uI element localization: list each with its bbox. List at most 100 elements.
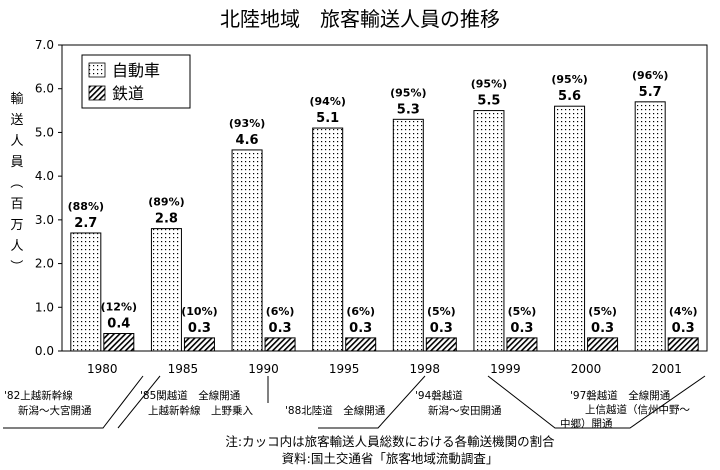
annotation-1-line-1: '82上越新幹線 xyxy=(4,389,73,402)
value-label: 0.3 xyxy=(269,321,292,336)
value-label: 0.3 xyxy=(510,321,533,336)
share-label: (5%) xyxy=(588,305,617,318)
bar-car-1995 xyxy=(312,127,344,352)
chart-title: 北陸地域 旅客輸送人員の推移 xyxy=(220,7,500,31)
annotation-5-line-3: 中郷）開通 xyxy=(560,417,613,430)
y-tick-label: 5.0 xyxy=(35,125,54,139)
value-label: 0.3 xyxy=(430,321,453,336)
value-label: 0.4 xyxy=(107,317,130,332)
y-tick-label: 7.0 xyxy=(35,38,54,52)
annotation-2-line-2: 上越新幹線 上野乗入 xyxy=(148,404,253,417)
bar-car-1998 xyxy=(392,118,424,352)
bar-car-1990 xyxy=(231,149,263,352)
footnote-note: 注:カッコ内は旅客輸送人員総数における各輸送機関の割合 xyxy=(225,434,555,449)
share-label: (95%) xyxy=(471,78,507,91)
plot-area xyxy=(61,44,708,352)
legend-label-car: 自動車 xyxy=(112,61,160,80)
annotation-4-line-1: '94磐越道 xyxy=(415,389,463,402)
value-label: 2.7 xyxy=(74,216,97,231)
y-axis-label-char: 送 xyxy=(10,113,23,128)
share-label: (96%) xyxy=(632,69,668,82)
x-tick-label: 1999 xyxy=(490,362,521,376)
share-label: (95%) xyxy=(390,86,426,99)
bar-rail-2000 xyxy=(587,337,619,352)
x-tick-label: 1990 xyxy=(248,362,279,376)
x-tick-label: 2000 xyxy=(571,362,602,376)
bars xyxy=(70,101,699,352)
y-tick-label: 6.0 xyxy=(35,82,54,96)
share-label: (88%) xyxy=(68,200,104,213)
legend-swatch-car xyxy=(88,62,106,78)
share-label: (93%) xyxy=(229,117,265,130)
y-axis-label-char: 人 xyxy=(10,134,23,149)
y-axis-label-char: （ xyxy=(8,175,23,188)
bar-rail-2001 xyxy=(667,337,699,352)
value-label: 5.6 xyxy=(558,89,581,104)
annotation-line-5 xyxy=(487,375,706,429)
bar-rail-1985 xyxy=(183,337,215,352)
share-label: (5%) xyxy=(427,305,456,318)
share-label: (6%) xyxy=(266,305,295,318)
share-label: (12%) xyxy=(101,301,137,314)
share-label: (95%) xyxy=(551,73,587,86)
y-tick-label: 3.0 xyxy=(35,213,54,227)
bar-labels: 2.7 (88%) 2.8 (89%) 4.6 (93%) 5.1 (94%) 5.3 (95%)… xyxy=(68,69,698,336)
y-axis-label-char: 百 xyxy=(10,197,23,212)
value-label: 5.7 xyxy=(639,85,662,100)
bar-rail-1999 xyxy=(506,337,538,352)
value-label: 5.5 xyxy=(477,94,500,109)
annotation-4-line-2: 新潟～安田開通 xyxy=(428,404,502,417)
share-label: (10%) xyxy=(181,305,217,318)
legend: 自動車 鉄道 xyxy=(81,54,191,109)
bar-car-1999 xyxy=(473,110,505,352)
x-tick-label: 2001 xyxy=(651,362,682,376)
x-tick-label: 1985 xyxy=(168,362,199,376)
share-label: (89%) xyxy=(148,196,184,209)
value-label: 5.3 xyxy=(397,102,420,117)
bar-car-2001 xyxy=(634,101,666,352)
annotation-line-2 xyxy=(117,375,161,429)
share-label: (4%) xyxy=(669,305,698,318)
y-tick-label: 4.0 xyxy=(35,169,54,183)
bar-rail-1980 xyxy=(103,333,135,352)
value-label: 0.3 xyxy=(188,321,211,336)
x-tick-label: 1995 xyxy=(329,362,360,376)
annotation-1-line-2: 新潟～大宮開通 xyxy=(18,404,92,417)
y-tick-label: 0.0 xyxy=(35,344,54,358)
y-axis-label-char: 員 xyxy=(10,155,23,170)
bar-car-1985 xyxy=(150,228,182,352)
y-axis-ticks: 0.0 1.0 2.0 3.0 4.0 5.0 6.0 7.0 xyxy=(35,38,62,358)
y-axis-label-char: 人 xyxy=(10,239,23,254)
bar-rail-1990 xyxy=(264,337,296,352)
annotation-5-line-1: '97磐越道 全線開通 xyxy=(570,389,671,402)
bar-car-1980 xyxy=(70,232,102,352)
y-axis-label: 輸送人員（百万人） xyxy=(8,92,24,273)
y-axis-label-char: 万 xyxy=(10,218,23,233)
legend-swatch-rail xyxy=(88,85,106,101)
y-tick-label: 2.0 xyxy=(35,257,54,271)
x-tick-label: 1980 xyxy=(87,362,118,376)
annotation-2-line-1: '85関越道 全線開通 xyxy=(140,389,241,402)
legend-label-rail: 鉄道 xyxy=(112,84,144,103)
bar-rail-1998 xyxy=(425,337,457,352)
value-label: 0.3 xyxy=(591,321,614,336)
annotation-line-1 xyxy=(3,375,144,429)
value-label: 0.3 xyxy=(349,321,372,336)
share-label: (5%) xyxy=(508,305,537,318)
y-tick-label: 1.0 xyxy=(35,300,54,314)
y-axis-label-char: ） xyxy=(8,259,23,272)
share-label: (6%) xyxy=(346,305,375,318)
value-label: 4.6 xyxy=(236,133,259,148)
value-label: 2.8 xyxy=(155,212,178,227)
annotation-5-line-2: 上信越道（信州中野～ xyxy=(585,403,690,416)
bar-car-2000 xyxy=(554,105,586,352)
annotations: '82上越新幹線 新潟～大宮開通 '85関越道 全線開通 上越新幹線 上野乗入 … xyxy=(3,375,706,430)
annotation-3-line-1: '88北陸道 全線開通 xyxy=(285,404,386,417)
value-label: 5.1 xyxy=(316,111,339,126)
footnote-source: 資料:国土交通省「旅客地域流動調査」 xyxy=(282,451,499,466)
share-label: (94%) xyxy=(309,95,345,108)
bar-rail-1995 xyxy=(345,337,377,352)
x-axis-ticks: 1980 1985 1990 1995 1998 1999 2000 2001 xyxy=(87,362,682,376)
x-tick-label: 1998 xyxy=(410,362,441,376)
